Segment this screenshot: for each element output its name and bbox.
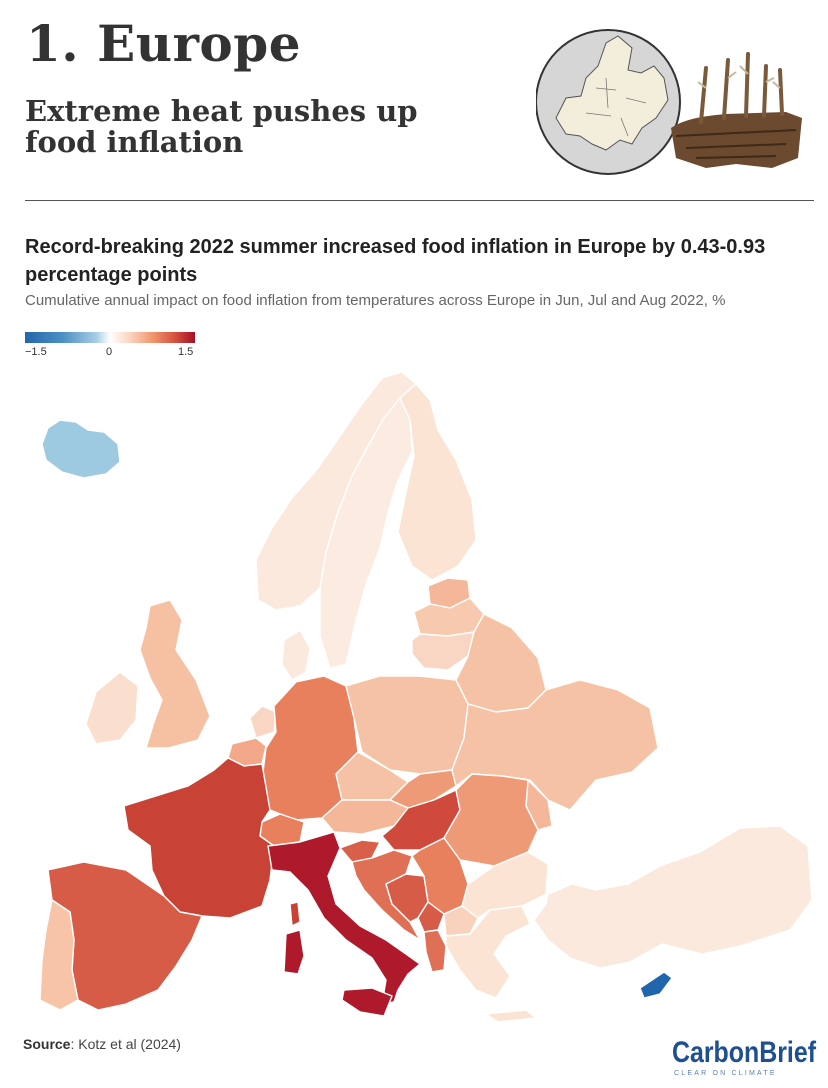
- country-greece: [445, 905, 531, 999]
- country-north-macedonia: [443, 905, 479, 937]
- country-montenegro: [417, 901, 445, 933]
- source-text: : Kotz et al (2024): [70, 1036, 181, 1052]
- country-portugal: [39, 899, 79, 1011]
- source-note: Source: Kotz et al (2024): [23, 1036, 181, 1052]
- country-uk: [139, 599, 211, 749]
- legend-mid-label: 0: [106, 346, 113, 358]
- country-turkey: [533, 825, 813, 969]
- country-netherlands: [249, 705, 277, 739]
- country-sweden: [319, 397, 413, 669]
- legend-gradient-bar: [25, 332, 195, 343]
- region-sardinia: [283, 929, 305, 975]
- country-albania: [423, 929, 447, 973]
- country-iceland: [41, 419, 121, 479]
- headline: Extreme heat pushes up food inflation: [25, 94, 418, 159]
- legend-max-label: 1.5: [178, 346, 194, 358]
- divider: [25, 200, 814, 201]
- europe-choropleth-map: [39, 371, 813, 1023]
- country-slovenia: [339, 839, 381, 863]
- country-italy: [267, 831, 421, 1005]
- country-bulgaria: [461, 851, 549, 919]
- chart-subtitle: Cumulative annual impact on food inflati…: [25, 292, 726, 309]
- country-finland: [397, 383, 477, 581]
- globe-drought-illustration: [536, 29, 802, 175]
- country-romania: [443, 773, 539, 867]
- legend-min-label: −1.5: [25, 346, 47, 358]
- svg-text:CarbonBrief: CarbonBrief: [672, 1036, 817, 1069]
- region-corsica: [289, 901, 301, 927]
- source-label: Source: [23, 1036, 71, 1052]
- country-ireland: [85, 671, 139, 745]
- section-number: 1. Europe: [26, 14, 302, 73]
- svg-text:CLEAR ON CLIMATE: CLEAR ON CLIMATE: [674, 1070, 777, 1077]
- color-legend: −1.5 0 1.5: [25, 332, 197, 362]
- carbonbrief-logo[interactable]: CarbonBrief CLEAR ON CLIMATE: [672, 1032, 818, 1078]
- chart-title: Record-breaking 2022 summer increased fo…: [25, 236, 766, 286]
- region-crete: [485, 1009, 537, 1023]
- region-sicily: [341, 987, 393, 1017]
- country-denmark: [281, 629, 311, 681]
- country-cyprus: [639, 971, 673, 999]
